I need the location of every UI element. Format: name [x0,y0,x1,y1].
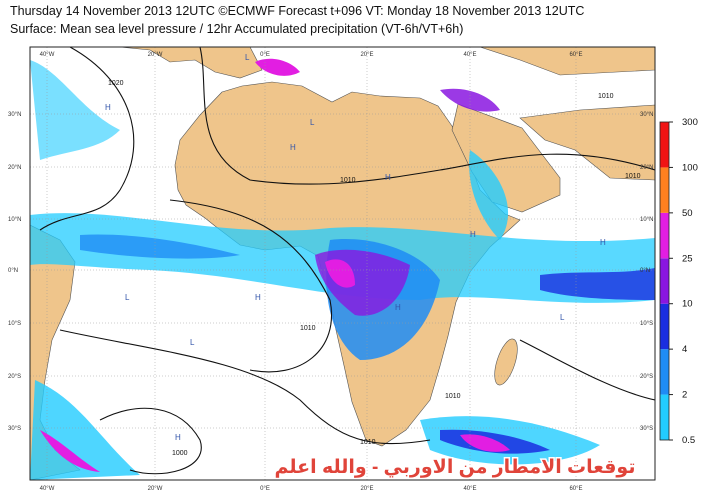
lon-label: 20°E [360,486,373,492]
pressure-center: H [105,103,111,112]
isobar-label-group: 1020 1010 1010 1010 1000 1010 1010 1010 [108,80,641,457]
colorbar-segment [660,258,669,304]
lat-label: 20°N [8,165,21,171]
colorbar: 0.5 2 4 10 25 50 100 300 [659,117,698,446]
lon-label: 60°E [569,486,582,492]
lon-label: 20°W [148,486,163,492]
lat-label: 10°S [640,321,653,327]
lat-label: 10°N [8,217,21,223]
colorbar-frame [659,121,670,441]
isobars [39,47,655,475]
graticule [30,47,655,480]
colorbar-segment [660,212,669,259]
colorbar-label: 2 [682,390,687,401]
pressure-center: L [190,338,195,347]
lon-label: 40°E [463,52,476,58]
lon-label: 40°E [463,486,476,492]
isobar-label: 1010 [340,177,356,184]
precipitation [30,58,655,480]
lat-label: 10°N [640,217,653,223]
isobar-label: 1010 [598,93,614,100]
pressure-center: L [310,118,315,127]
colorbar-label: 50 [682,208,693,219]
lat-label: 0°N [640,268,650,274]
lat-label: 30°N [640,112,653,118]
title-line-1: Thursday 14 November 2013 12UTC ©ECMWF F… [10,4,584,18]
colorbar-segment [660,122,669,168]
colorbar-label: 25 [682,253,693,264]
lon-label: 0°E [260,52,270,58]
pressure-center: H [385,173,391,182]
isobar-label: 1010 [300,325,316,332]
colorbar-label: 4 [682,344,687,355]
colorbar-label: 100 [682,162,698,173]
lon-label: 0°E [260,486,270,492]
pressure-center: H [290,143,296,152]
lat-label: 30°S [8,426,21,432]
isobar-label: 1010 [625,173,641,180]
geo-label-group: 40°W 40°W 20°W 20°W 0°E 0°E 20°E 20°E 40°E 40°E 60… [8,52,653,492]
colorbar-segment [660,167,669,213]
map-area: 1020 1010 1010 1010 1000 1010 1010 1010 H H L H L H L… [8,46,656,492]
lat-label: 30°N [8,112,21,118]
pressure-center: H [395,303,401,312]
lat-label: 10°S [8,321,21,327]
pressure-center: H [600,238,606,247]
lon-label: 60°E [569,52,582,58]
colorbar-label: 10 [682,299,693,310]
map-frame [29,46,656,481]
pressure-center: L [125,293,130,302]
lon-label: 40°W [40,52,55,58]
pressure-center: H [470,230,476,239]
isobar-label: 1000 [172,450,188,457]
lon-label: 20°E [360,52,373,58]
pressure-center: L [560,313,565,322]
pressure-center-group: H H L H L H L H H L L H H [105,53,606,442]
lat-label: 30°S [640,426,653,432]
colorbar-label: 300 [682,117,698,128]
lat-label: 20°S [640,374,653,380]
title-line-2: Surface: Mean sea level pressure / 12hr … [10,22,463,36]
isobar-label: 1010 [445,393,461,400]
lon-label: 40°W [40,486,55,492]
colorbar-segment [660,349,669,395]
lon-label: 20°W [148,52,163,58]
colorbar-segment [660,303,669,350]
pressure-center: H [175,433,181,442]
colorbar-label: 0.5 [682,435,695,446]
isobar-label: 1020 [108,80,124,87]
lat-label: 20°N [640,165,653,171]
watermark: توقعات الامطار من الاوربي - والله اعلم [275,457,636,478]
isobar-label: 1010 [360,439,376,446]
colorbar-segment [660,394,669,440]
pressure-center: L [245,53,250,62]
lat-label: 0°N [8,268,18,274]
pressure-center: H [255,293,261,302]
lat-label: 20°S [8,374,21,380]
